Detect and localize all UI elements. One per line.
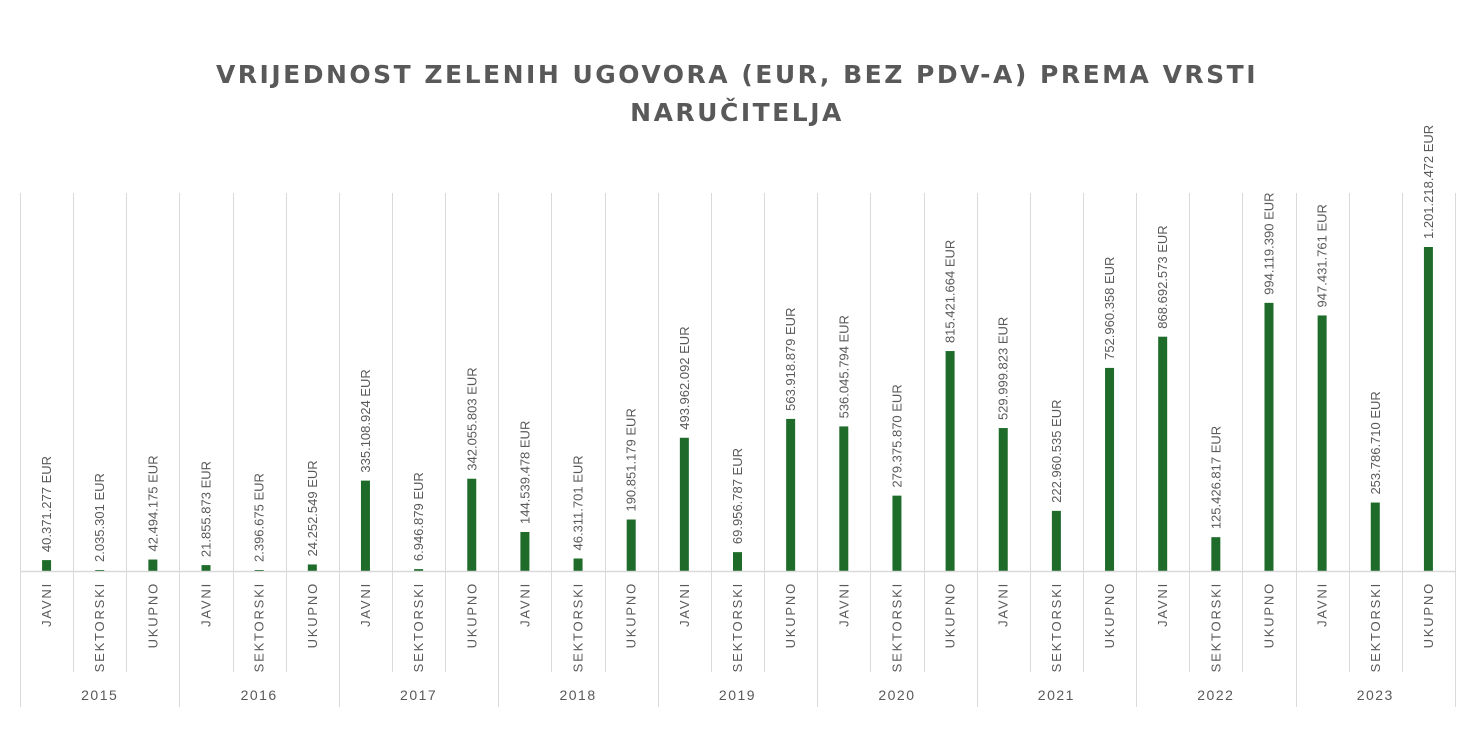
bar-2019-javni bbox=[679, 437, 689, 571]
value-label: 279.375.870 EUR bbox=[889, 384, 904, 487]
chart-title-line-2: NARUČITELJA bbox=[630, 98, 844, 127]
value-label: 40.371.277 EUR bbox=[39, 456, 54, 552]
category-label: UKUPNO bbox=[305, 582, 320, 648]
year-label: 2020 bbox=[878, 687, 915, 703]
bar-2022-ukupno bbox=[1264, 302, 1274, 571]
year-label: 2018 bbox=[559, 687, 596, 703]
bar-2023-ukupno bbox=[1423, 247, 1433, 571]
bar-2022-javni bbox=[1158, 336, 1168, 571]
value-label: 42.494.175 EUR bbox=[145, 455, 160, 551]
value-label: 2.035.301 EUR bbox=[92, 473, 107, 562]
bar-2022-sektorski bbox=[1211, 537, 1221, 571]
bar-2016-sektorski bbox=[254, 570, 264, 571]
category-label: JAVNI bbox=[39, 582, 54, 627]
bar-2020-ukupno bbox=[945, 351, 955, 571]
value-label: 342.055.803 EUR bbox=[464, 367, 479, 470]
bar-2021-ukupno bbox=[1105, 367, 1115, 571]
category-label: UKUPNO bbox=[145, 582, 160, 648]
bar-2023-javni bbox=[1317, 315, 1327, 571]
category-label: SEKTORSKI bbox=[730, 582, 745, 672]
value-label: 6.946.879 EUR bbox=[411, 472, 426, 561]
value-label: 563.918.879 EUR bbox=[783, 308, 798, 411]
bar-2019-ukupno bbox=[786, 418, 796, 571]
value-label: 144.539.478 EUR bbox=[517, 421, 532, 524]
category-label: JAVNI bbox=[199, 582, 214, 627]
value-label: 752.960.358 EUR bbox=[1102, 257, 1117, 360]
bar-2017-ukupno bbox=[467, 478, 477, 571]
category-label: JAVNI bbox=[1315, 582, 1330, 627]
category-label: SEKTORSKI bbox=[92, 582, 107, 672]
category-label: UKUPNO bbox=[1421, 582, 1436, 648]
bar-2020-javni bbox=[839, 426, 849, 571]
category-label: JAVNI bbox=[1155, 582, 1170, 627]
year-label: 2021 bbox=[1038, 687, 1075, 703]
category-label: SEKTORSKI bbox=[571, 582, 586, 672]
bar-2019-sektorski bbox=[733, 552, 742, 571]
value-label: 536.045.794 EUR bbox=[836, 315, 851, 418]
bar-2016-javni bbox=[201, 565, 211, 571]
value-label: 2.396.675 EUR bbox=[252, 473, 267, 562]
value-label: 222.960.535 EUR bbox=[1049, 400, 1064, 503]
bar-2023-sektorski bbox=[1370, 502, 1380, 571]
bar-2018-javni bbox=[520, 532, 530, 571]
year-label: 2017 bbox=[400, 687, 437, 703]
category-label: SEKTORSKI bbox=[1368, 582, 1383, 672]
category-label: UKUPNO bbox=[783, 582, 798, 648]
category-label: SEKTORSKI bbox=[1049, 582, 1064, 672]
category-label: SEKTORSKI bbox=[411, 582, 426, 672]
value-label: 1.201.218.472 EUR bbox=[1421, 125, 1436, 239]
category-label: UKUPNO bbox=[624, 582, 639, 648]
bar-2018-sektorski bbox=[573, 558, 583, 571]
bar-2015-javni bbox=[42, 560, 52, 571]
category-label: JAVNI bbox=[677, 582, 692, 627]
chart-title-line-1: VRIJEDNOST ZELENIH UGOVORA (EUR, BEZ PDV… bbox=[215, 60, 1259, 89]
value-label: 947.431.761 EUR bbox=[1315, 204, 1330, 307]
bar-2018-ukupno bbox=[626, 519, 636, 571]
bar-2021-sektorski bbox=[1051, 510, 1061, 571]
value-label: 190.851.179 EUR bbox=[624, 408, 639, 511]
bar-2021-javni bbox=[998, 428, 1008, 571]
category-label: SEKTORSKI bbox=[889, 582, 904, 672]
bar-2017-sektorski bbox=[414, 569, 424, 571]
category-label: UKUPNO bbox=[943, 582, 958, 648]
category-label: UKUPNO bbox=[1261, 582, 1276, 648]
value-label: 815.421.664 EUR bbox=[943, 240, 958, 343]
category-label: SEKTORSKI bbox=[1208, 582, 1223, 672]
category-label: JAVNI bbox=[517, 582, 532, 627]
bar-2020-sektorski bbox=[892, 495, 902, 571]
value-label: 46.311.701 EUR bbox=[571, 455, 586, 550]
year-label: 2015 bbox=[81, 687, 118, 703]
category-label: SEKTORSKI bbox=[252, 582, 267, 672]
bar-2015-sektorski bbox=[95, 570, 105, 571]
value-label: 253.786.710 EUR bbox=[1368, 391, 1383, 494]
value-label: 69.956.787 EUR bbox=[730, 448, 745, 544]
bar-2015-ukupno bbox=[148, 559, 158, 571]
year-label: 2022 bbox=[1197, 687, 1234, 703]
value-label: 24.252.549 EUR bbox=[305, 460, 320, 556]
value-label: 529.999.823 EUR bbox=[996, 317, 1011, 420]
value-label: 868.692.573 EUR bbox=[1155, 225, 1170, 328]
value-label: 21.855.873 EUR bbox=[199, 461, 214, 557]
year-label: 2023 bbox=[1357, 687, 1394, 703]
category-label: UKUPNO bbox=[464, 582, 479, 648]
year-label: 2019 bbox=[719, 687, 756, 703]
bar-2016-ukupno bbox=[307, 564, 317, 571]
category-label: JAVNI bbox=[358, 582, 373, 627]
bar-2017-javni bbox=[360, 480, 370, 571]
value-label: 994.119.390 EUR bbox=[1261, 192, 1276, 294]
chart-title: VRIJEDNOST ZELENIH UGOVORA (EUR, BEZ PDV… bbox=[0, 56, 1474, 132]
category-label: JAVNI bbox=[996, 582, 1011, 627]
category-label: UKUPNO bbox=[1102, 582, 1117, 648]
year-label: 2016 bbox=[241, 687, 278, 703]
value-label: 125.426.817 EUR bbox=[1208, 426, 1223, 529]
value-label: 493.962.092 EUR bbox=[677, 326, 692, 429]
category-label: JAVNI bbox=[836, 582, 851, 627]
value-label: 335.108.924 EUR bbox=[358, 369, 373, 472]
